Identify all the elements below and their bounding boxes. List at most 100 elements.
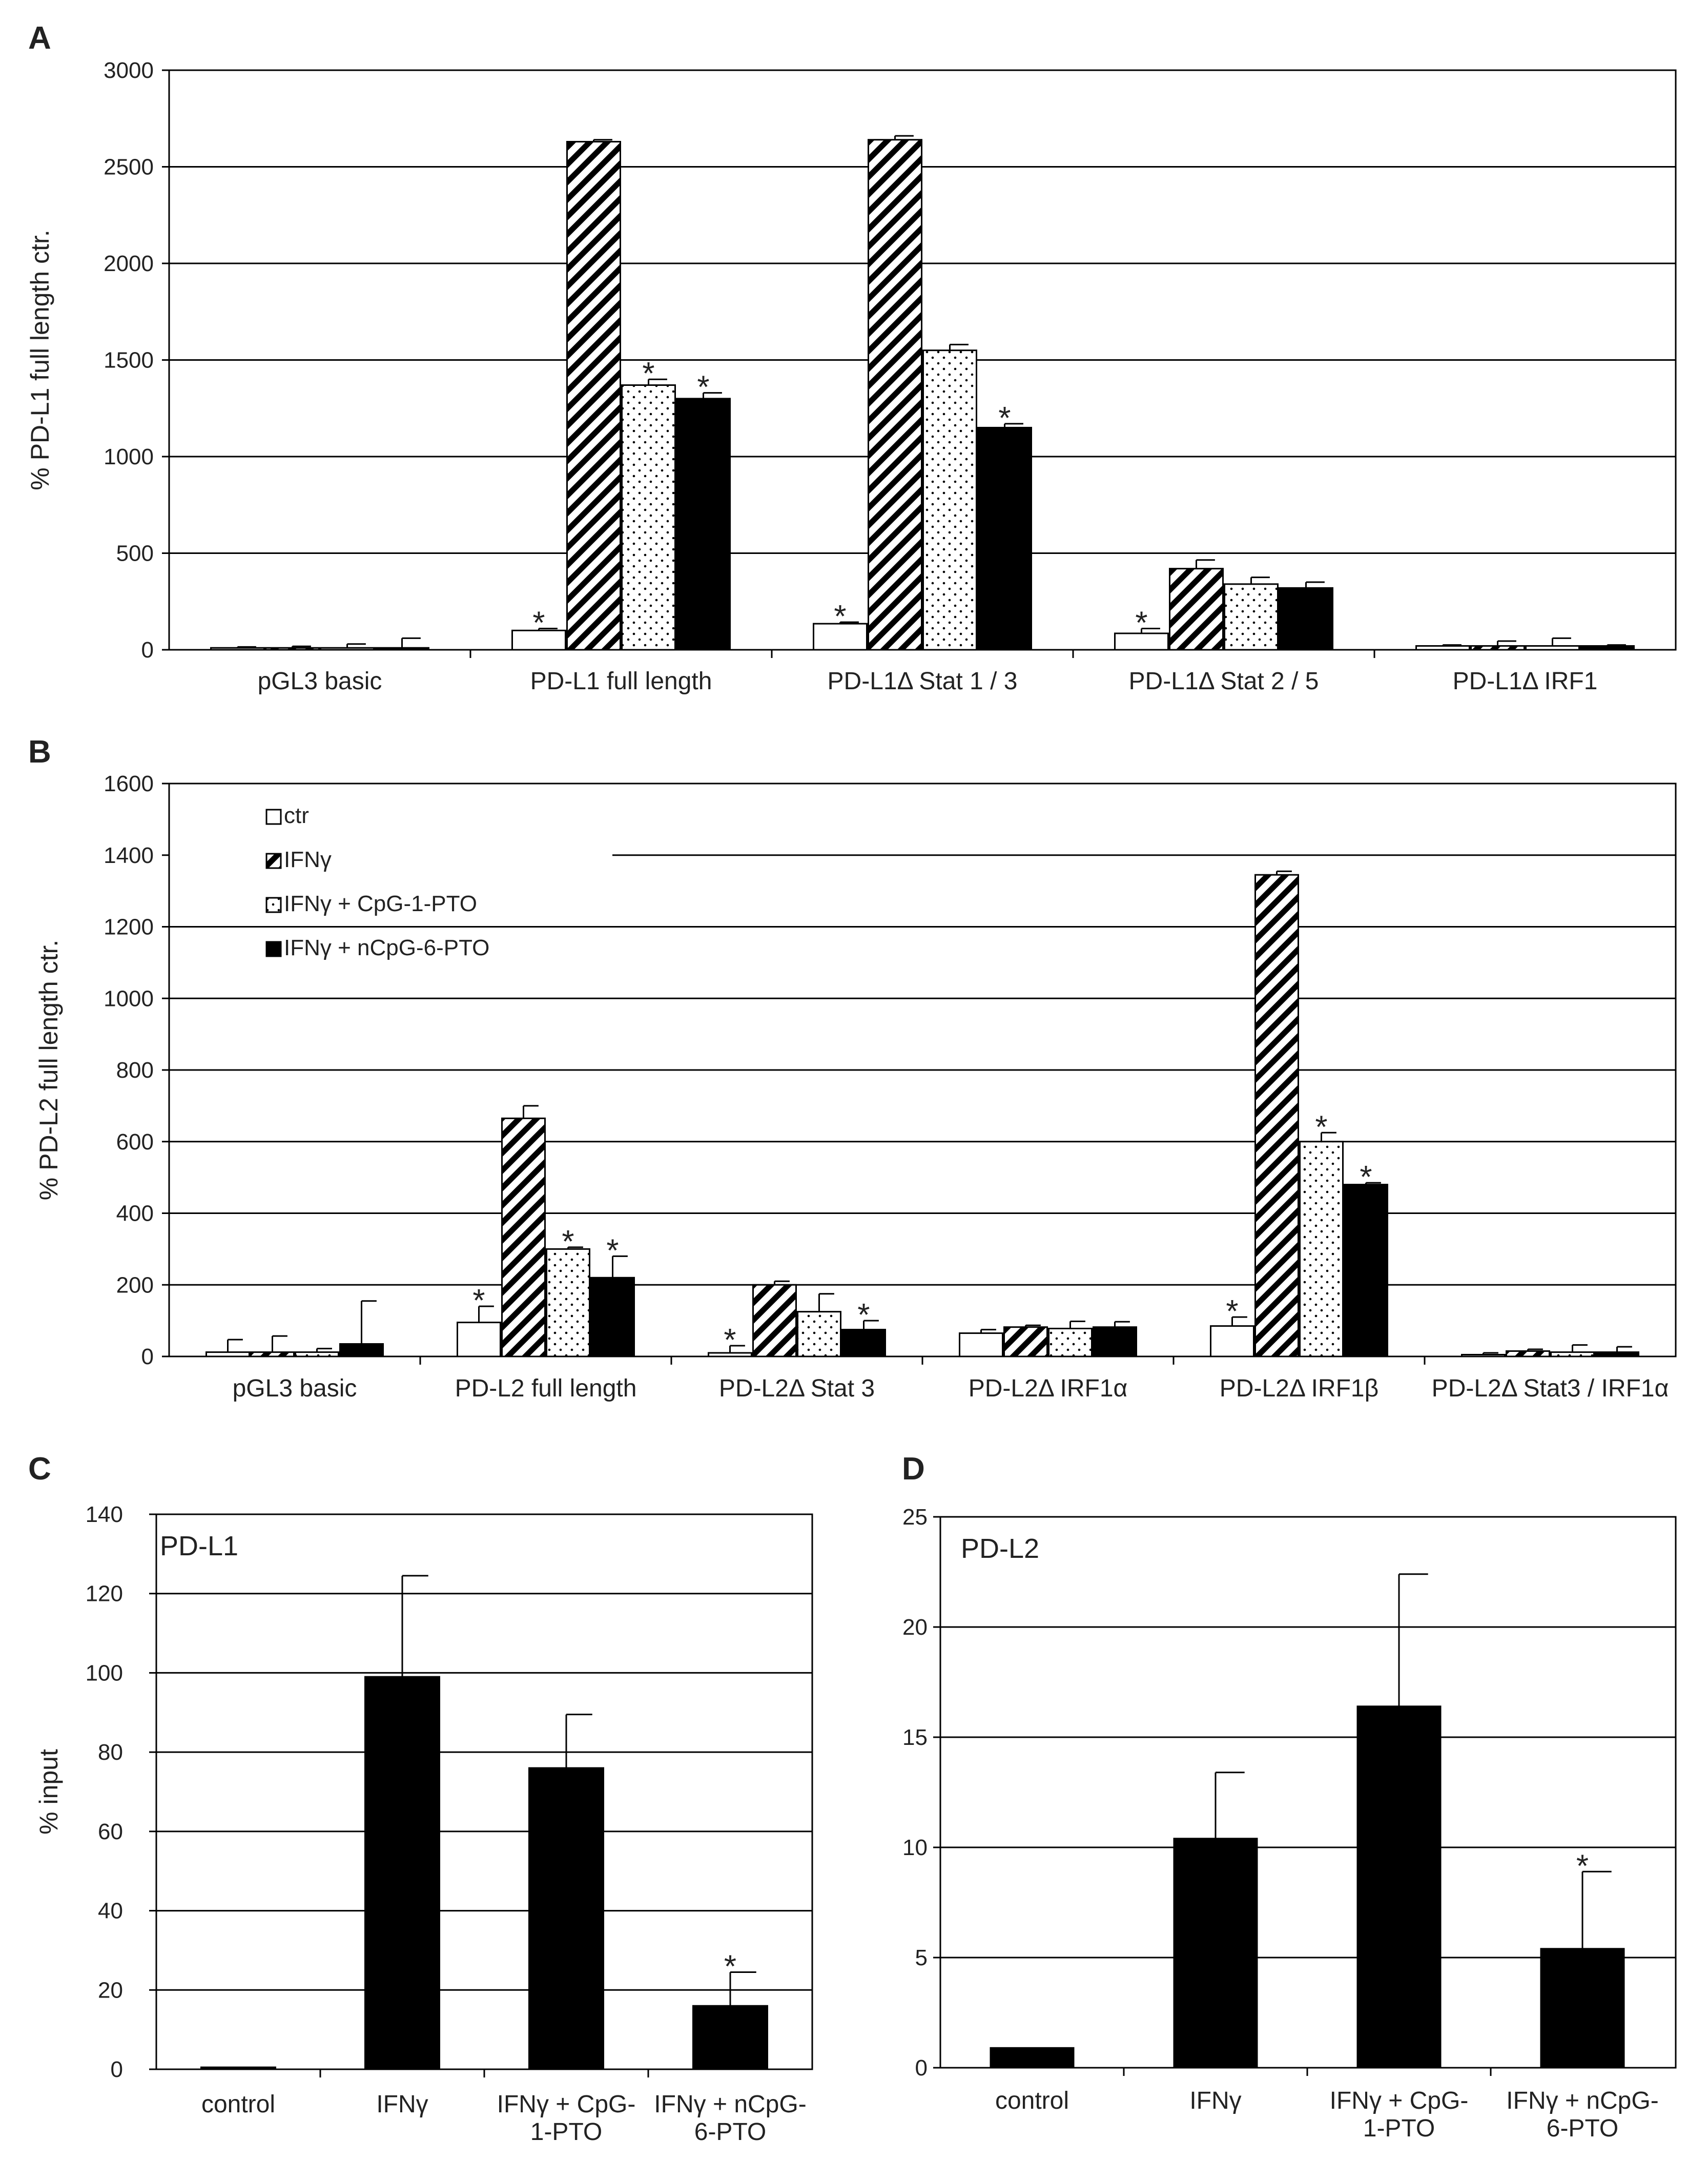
legend-swatch — [265, 853, 282, 869]
y-tick-label: 3000 — [104, 58, 154, 83]
bar-a-s3-c3 — [1279, 587, 1333, 651]
y-tick-label: 1500 — [104, 348, 154, 373]
y-tick-label: 1200 — [104, 915, 154, 940]
y-tick-label: 80 — [98, 1740, 123, 1765]
bar-b-s0-c5 — [1461, 1354, 1506, 1357]
bar-a-s0-c1 — [511, 629, 566, 651]
y-tick-label: 2000 — [104, 251, 154, 276]
significance-star: * — [472, 1283, 485, 1319]
bar-a-s2-c4 — [1525, 645, 1580, 651]
bar-a-s0-c2 — [813, 623, 868, 651]
significance-star: * — [834, 599, 846, 634]
x-category-label: IFNγ — [376, 2091, 428, 2118]
y-tick-label: 1600 — [104, 771, 154, 796]
legend-swatch — [265, 809, 282, 825]
bar-a-s1-c3 — [1169, 568, 1224, 651]
bar-b-s2-c2 — [797, 1311, 841, 1357]
y-tick-label: 0 — [915, 2055, 928, 2081]
bar-b-s1-c5 — [1506, 1350, 1550, 1357]
y-tick-label: 600 — [116, 1129, 154, 1155]
significance-star: * — [532, 606, 545, 641]
y-axis-label: % input — [34, 1749, 63, 1835]
y-tick-label: 60 — [98, 1819, 123, 1844]
x-category-label: PD-L1Δ IRF1 — [1453, 668, 1598, 695]
y-tick-label: 40 — [98, 1899, 123, 1924]
y-tick-label: 800 — [116, 1058, 154, 1083]
significance-star: * — [642, 356, 654, 392]
x-category-label: 6-PTO — [1547, 2115, 1618, 2142]
significance-star: * — [697, 370, 709, 405]
legend-label: IFNγ — [284, 847, 332, 872]
y-tick-label: 1000 — [104, 986, 154, 1011]
x-category-label: PD-L1 full length — [530, 668, 712, 695]
bar-a-s2-c2 — [922, 349, 977, 651]
panel-letter: B — [28, 734, 51, 770]
y-tick-label: 10 — [902, 1835, 928, 1860]
x-category-label: PD-L1Δ Stat 1 / 3 — [828, 668, 1018, 695]
bar-b-s2-c5 — [1550, 1351, 1595, 1357]
bar-b-s0-c0 — [205, 1351, 250, 1357]
bar-b-s1-c0 — [250, 1351, 295, 1357]
bar-a-s0-c4 — [1415, 645, 1470, 651]
significance-star: * — [857, 1298, 870, 1333]
y-tick-label: 20 — [902, 1615, 928, 1640]
y-tick-label: 0 — [111, 2057, 123, 2082]
legend-label: ctr — [284, 803, 309, 828]
x-category-label: IFNγ — [1189, 2087, 1241, 2114]
x-category-label: control — [995, 2087, 1069, 2114]
y-tick-label: 120 — [86, 1581, 123, 1607]
y-tick-label: 100 — [86, 1660, 123, 1685]
significance-star: * — [562, 1224, 574, 1260]
x-category-label: control — [201, 2091, 275, 2118]
significance-star: * — [1226, 1294, 1238, 1329]
x-category-label: 1-PTO — [1363, 2115, 1435, 2142]
bar-a-s2-c1 — [621, 384, 676, 651]
y-tick-label: 200 — [116, 1272, 154, 1298]
bar-a-s3-c1 — [676, 398, 731, 651]
y-axis-label: % PD-L2 full length ctr. — [34, 940, 63, 1201]
significance-star: * — [1576, 1848, 1589, 1884]
significance-star: * — [1135, 606, 1147, 641]
y-tick-label: 5 — [915, 1945, 928, 1970]
x-category-label: IFNγ + nCpG- — [654, 2091, 806, 2118]
bar-a-s1-c0 — [265, 647, 320, 651]
x-category-label: IFNγ + CpG- — [497, 2091, 636, 2118]
bar-a-s0-c0 — [210, 647, 265, 651]
significance-star: * — [998, 401, 1011, 436]
panel-letter: A — [28, 20, 51, 56]
y-tick-label: 2500 — [104, 155, 154, 180]
significance-star: * — [724, 1323, 736, 1358]
legend-label: IFNγ + nCpG-6-PTO — [284, 935, 489, 960]
bar-a-s3-c4 — [1580, 645, 1635, 651]
bar-c-s0-c1 — [364, 1676, 440, 2070]
y-tick-label: 0 — [141, 637, 154, 663]
bar-b-s1-c3 — [1003, 1326, 1048, 1357]
x-category-label: 6-PTO — [694, 2118, 766, 2146]
bar-a-s3-c0 — [375, 647, 429, 651]
bar-d-s0-c2 — [1356, 1705, 1442, 2069]
legend-label: IFNγ + CpG-1-PTO — [284, 891, 477, 916]
bar-c-s0-c2 — [528, 1767, 604, 2070]
bar-b-s1-c2 — [752, 1284, 797, 1357]
bar-c-s0-c3 — [692, 2005, 768, 2070]
y-tick-label: 0 — [141, 1344, 154, 1369]
bar-b-s1-c1 — [501, 1117, 546, 1357]
bar-a-s2-c0 — [320, 647, 375, 651]
bar-b-s3-c4 — [1344, 1184, 1388, 1357]
bar-b-s2-c4 — [1299, 1141, 1344, 1357]
y-axis-label: % PD-L1 full length ctr. — [26, 230, 54, 490]
bar-b-s3-c5 — [1595, 1351, 1639, 1357]
panel-b-pd-l2-luciferase-chart: 0 200 400 600 800 1000 1200 1400 1600 B % PD-L2 fu… — [28, 734, 1677, 1402]
bar-b-s2-c1 — [546, 1248, 590, 1357]
plot-frame — [155, 1513, 813, 2070]
bar-a-s1-c1 — [566, 140, 621, 651]
x-category-label: PD-L2Δ IRF1β — [1220, 1375, 1378, 1402]
bar-a-s1-c4 — [1470, 645, 1525, 651]
y-tick-label: 25 — [902, 1505, 928, 1530]
bar-b-s3-c1 — [590, 1277, 635, 1357]
bar-b-s0-c3 — [959, 1332, 1003, 1357]
x-category-label: IFNγ + CpG- — [1330, 2087, 1469, 2114]
x-category-label: PD-L2Δ Stat 3 — [719, 1375, 875, 1402]
panel-c-pd-l1-chip-chart: 0 20 40 60 80 100 120 140 C % input PD-L1 control IF… — [28, 1451, 813, 2146]
